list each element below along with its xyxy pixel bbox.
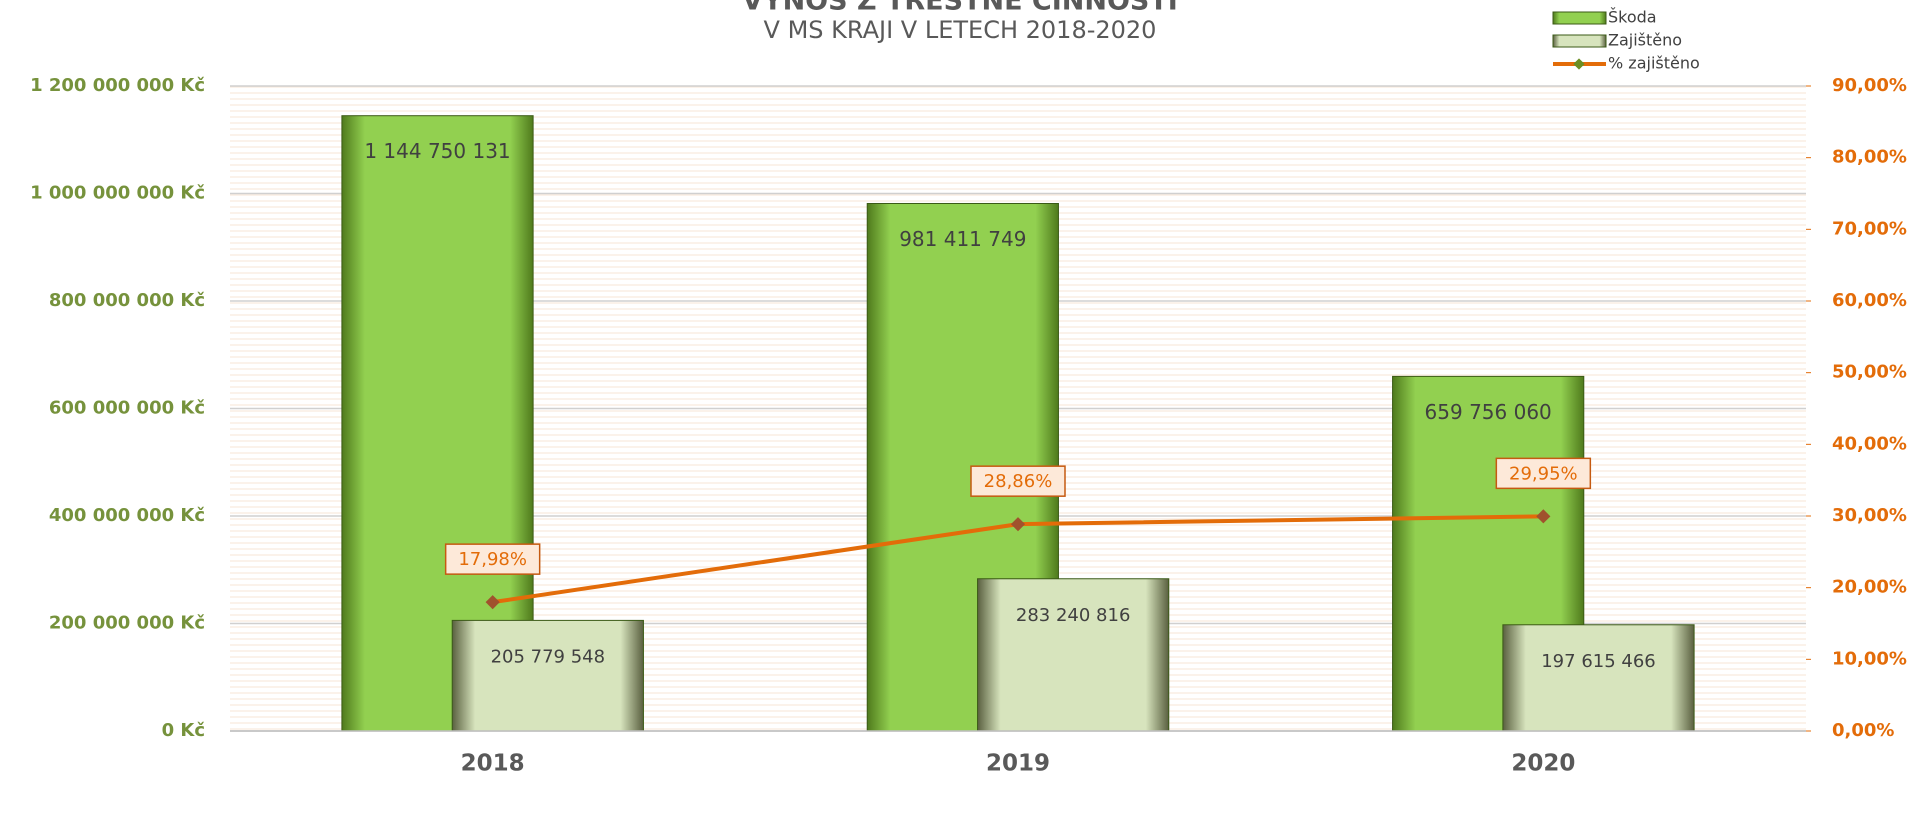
chart-title: VÝNOS Z TRESTNÉ ČINNOSTI	[742, 0, 1178, 17]
y2-tick-label: 10,00%	[1832, 648, 1907, 669]
bar	[977, 578, 1170, 732]
y2-tick-label: 90,00%	[1832, 75, 1907, 96]
y2-tick-label: 0,00%	[1832, 720, 1894, 741]
bar	[1502, 624, 1695, 732]
data-label-box	[970, 465, 1066, 497]
y2-tick-label: 50,00%	[1832, 362, 1907, 383]
y-tick-label: 800 000 000 Kč	[49, 290, 205, 311]
legend-swatch	[1552, 34, 1607, 48]
y-tick-label: 600 000 000 Kč	[49, 398, 205, 419]
x-tick-label: 2020	[1511, 751, 1575, 777]
data-label: 29,95%	[1509, 463, 1578, 484]
marker	[1010, 517, 1026, 532]
data-label: 1 144 750 131	[364, 139, 510, 163]
x-tick-label: 2019	[986, 751, 1050, 777]
y-tick-label: 1 000 000 000 Kč	[30, 183, 205, 204]
legend-label: % zajištěno	[1608, 54, 1700, 73]
legend-swatch	[1552, 11, 1607, 25]
y2-tick-label: 60,00%	[1832, 290, 1907, 311]
y-tick-label: 200 000 000 Kč	[49, 613, 205, 634]
data-label: 17,98%	[458, 549, 527, 570]
data-label: 197 615 466	[1541, 651, 1656, 672]
y-tick-label: 400 000 000 Kč	[49, 505, 205, 526]
chart-subtitle: V MS KRAJI V LETECH 2018-2020	[764, 16, 1157, 44]
marker	[1536, 509, 1551, 524]
y-tick-label: 1 200 000 000 Kč	[30, 75, 205, 96]
y2-tick-label: 30,00%	[1832, 505, 1907, 526]
data-label-box	[444, 543, 541, 575]
data-label: 205 779 548	[491, 646, 606, 667]
data-label: 28,86%	[984, 471, 1053, 492]
marker	[485, 595, 500, 610]
y2-tick-label: 20,00%	[1832, 577, 1907, 598]
data-label: 981 411 749	[899, 227, 1026, 251]
legend-label: Škoda	[1608, 8, 1657, 27]
legend-marker	[1573, 58, 1585, 70]
y2-tick-label: 70,00%	[1832, 218, 1907, 239]
y-tick-label: 0 Kč	[162, 720, 205, 741]
data-label: 659 756 060	[1425, 400, 1552, 424]
data-label: 283 240 816	[1016, 605, 1131, 626]
y2-tick-label: 40,00%	[1832, 433, 1907, 454]
x-tick-label: 2018	[461, 751, 525, 777]
y2-tick-label: 80,00%	[1832, 147, 1907, 168]
bar	[451, 619, 644, 732]
data-label-box	[1495, 457, 1592, 490]
legend-label: Zajištěno	[1608, 31, 1682, 50]
